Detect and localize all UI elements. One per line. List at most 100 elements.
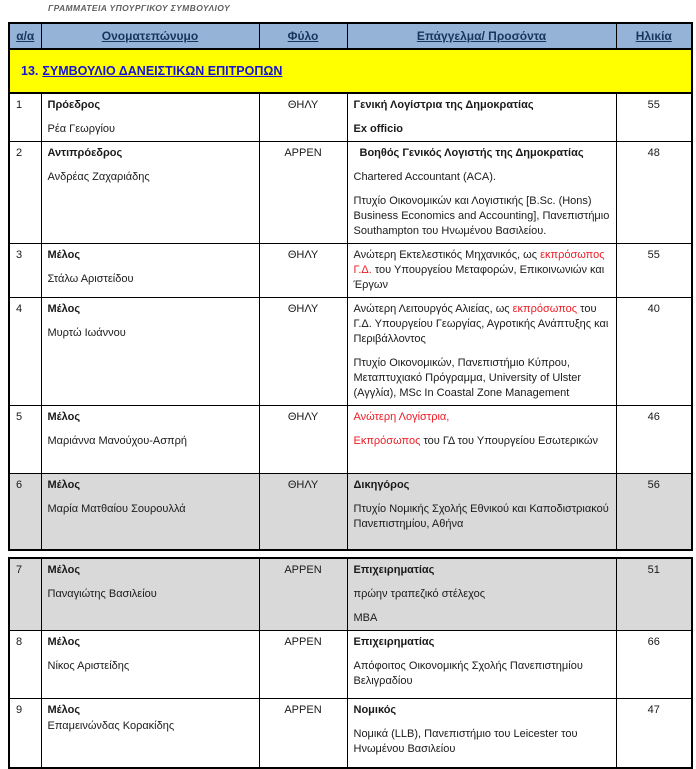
member-role: Μέλος [48, 563, 253, 578]
cell-name: Αντιπρόεδρος Ανδρέας Ζαχαριάδης [41, 142, 259, 244]
cell-gender: ΘΗΛΥ [259, 93, 347, 142]
cell-profession: Ανώτερη Λογίστρια, Εκπρόσωπος του ΓΔ του … [347, 406, 616, 474]
profession-paragraph: MBA [354, 611, 610, 626]
cell-age: 48 [616, 142, 692, 244]
column-header-3: Επάγγελμα/ Προσόντα [347, 23, 616, 49]
profession-paragraph: Ex officio [354, 122, 610, 137]
cell-gender: ΑΡΡΕΝ [259, 698, 347, 768]
profession-text-segment: Απόφοιτος Οικονομικής Σχολής Πανεπιστημί… [354, 660, 583, 687]
profession-paragraph: Ανώτερη Εκτελεστικός Μηχανικός, ως εκπρό… [354, 248, 610, 293]
cell-profession: Ανώτερη Λειτουργός Αλιείας, ως εκπρόσωπο… [347, 298, 616, 406]
member-name: Ανδρέας Ζαχαριάδης [48, 170, 253, 185]
profession-text-segment: Νομικά (LLB), Πανεπιστήμιο του Leicester… [354, 728, 578, 755]
column-header-4: Ηλικία [616, 23, 692, 49]
profession-text-segment: Ανώτερη Λογίστρια, [354, 411, 450, 423]
profession-text-segment: Πτυχίο Οικονομικών, Πανεπιστήμιο Κύπρου,… [354, 357, 582, 399]
member-name: Στάλω Αριστείδου [48, 272, 253, 287]
member-role: Αντιπρόεδρος [48, 146, 253, 161]
cell-profession: Επιχειρηματίας πρώην τραπεζικό στέλεχος MB… [347, 558, 616, 631]
profession-text-segment: Πτυχίο Νομικής Σχολής Εθνικού και Καποδι… [354, 503, 609, 530]
member-role: Μέλος [48, 410, 253, 425]
profession-paragraph: Επιχειρηματίας [354, 635, 610, 650]
cell-age: 46 [616, 406, 692, 474]
cell-gender: ΑΡΡΕΝ [259, 558, 347, 631]
profession-paragraph: Chartered Accountant (ACA). [354, 170, 610, 185]
cell-name: Μέλος Παναγιώτης Βασιλείου [41, 558, 259, 631]
page-header-label: ΓΡΑΜΜΑΤΕΙΑ ΥΠΟΥΡΓΙΚΟΥ ΣΥΜΒΟΥΛΙΟΥ [48, 3, 230, 13]
member-name: Νίκος Αριστείδης [48, 659, 253, 674]
profession-paragraph: Γενική Λογίστρια της Δημοκρατίας [354, 98, 610, 113]
column-header-label: α/α [16, 29, 34, 43]
cell-index: 6 [9, 474, 41, 550]
cell-gender: ΘΗΛΥ [259, 298, 347, 406]
cell-age: 66 [616, 630, 692, 698]
profession-paragraph: Απόφοιτος Οικονομικής Σχολής Πανεπιστημί… [354, 659, 610, 689]
cell-gender: ΘΗΛΥ [259, 244, 347, 298]
profession-text-segment: Νομικός [354, 704, 397, 716]
profession-text-segment: Επιχειρηματίας [354, 564, 435, 576]
profession-text-segment: Ανώτερη Λειτουργός Αλιείας, ως [354, 303, 513, 315]
cell-name: Μέλος Νίκος Αριστείδης [41, 630, 259, 698]
profession-text-segment: Chartered Accountant (ACA). [354, 171, 496, 183]
cell-age: 55 [616, 244, 692, 298]
profession-text-segment: MBA [354, 612, 378, 624]
member-role: Μέλος [48, 478, 253, 493]
cell-index: 8 [9, 630, 41, 698]
member-name: Παναγιώτης Βασιλείου [48, 587, 253, 602]
profession-text-segment: Ανώτερη Εκτελεστικός Μηχανικός, ως [354, 249, 541, 261]
member-role: Μέλος [48, 302, 253, 317]
cell-gender: ΘΗΛΥ [259, 474, 347, 550]
section-title-row: 13. ΣΥΜΒΟΥΛΙΟ ΔΑΝΕΙΣΤΙΚΩΝ ΕΠΙΤΡΟΠΩΝ [9, 49, 692, 93]
member-name: Επαμεινώνδας Κορακίδης [48, 719, 253, 734]
cell-gender: ΑΡΡΕΝ [259, 630, 347, 698]
cell-age: 56 [616, 474, 692, 550]
profession-text-segment: Εκπρόσωπος [354, 435, 421, 447]
cell-profession: Νομικός Νομικά (LLB), Πανεπιστήμιο του Le… [347, 698, 616, 768]
profession-text-segment: Ex officio [354, 123, 404, 135]
member-role: Μέλος [48, 703, 253, 718]
profession-text-segment: πρώην τραπεζικό στέλεχος [354, 588, 486, 600]
profession-text-segment: Γενική Λογίστρια της Δημοκρατίας [354, 99, 534, 111]
profession-paragraph: Ανώτερη Λογίστρια, [354, 410, 610, 425]
cell-index: 9 [9, 698, 41, 768]
cell-profession: Ανώτερη Εκτελεστικός Μηχανικός, ως εκπρό… [347, 244, 616, 298]
profession-text-segment: Πτυχίο Οικονομικών και Λογιστικής [B.Sc.… [354, 195, 610, 237]
section-number: 13. [21, 64, 38, 78]
member-name: Ρέα Γεωργίου [48, 122, 253, 137]
cell-index: 2 [9, 142, 41, 244]
profession-paragraph: πρώην τραπεζικό στέλεχος [354, 587, 610, 602]
profession-paragraph: Δικηγόρος [354, 478, 610, 493]
column-header-label: Φύλο [288, 29, 319, 43]
cell-index: 1 [9, 93, 41, 142]
profession-paragraph: Νομικός [354, 703, 610, 718]
cell-profession: Βοηθός Γενικός Λογιστής της Δημοκρατίας C… [347, 142, 616, 244]
profession-text-segment: εκπρόσωπος [513, 303, 577, 315]
profession-text-segment: του ΓΔ του Υπουργείου Εσωτερικών [420, 435, 598, 447]
profession-paragraph: Πτυχίο Οικονομικών και Λογιστικής [B.Sc.… [354, 194, 610, 239]
section-title: ΣΥΜΒΟΥΛΙΟ ΔΑΝΕΙΣΤΙΚΩΝ ΕΠΙΤΡΟΠΩΝ [42, 64, 282, 78]
column-header-2: Φύλο [259, 23, 347, 49]
cell-age: 55 [616, 93, 692, 142]
column-header-label: Ηλικία [636, 29, 672, 43]
profession-paragraph: Επιχειρηματίας [354, 563, 610, 578]
cell-index: 5 [9, 406, 41, 474]
member-name: Μυρτώ Ιωάννου [48, 326, 253, 341]
profession-paragraph: Βοηθός Γενικός Λογιστής της Δημοκρατίας [354, 146, 610, 161]
member-role: Μέλος [48, 635, 253, 650]
